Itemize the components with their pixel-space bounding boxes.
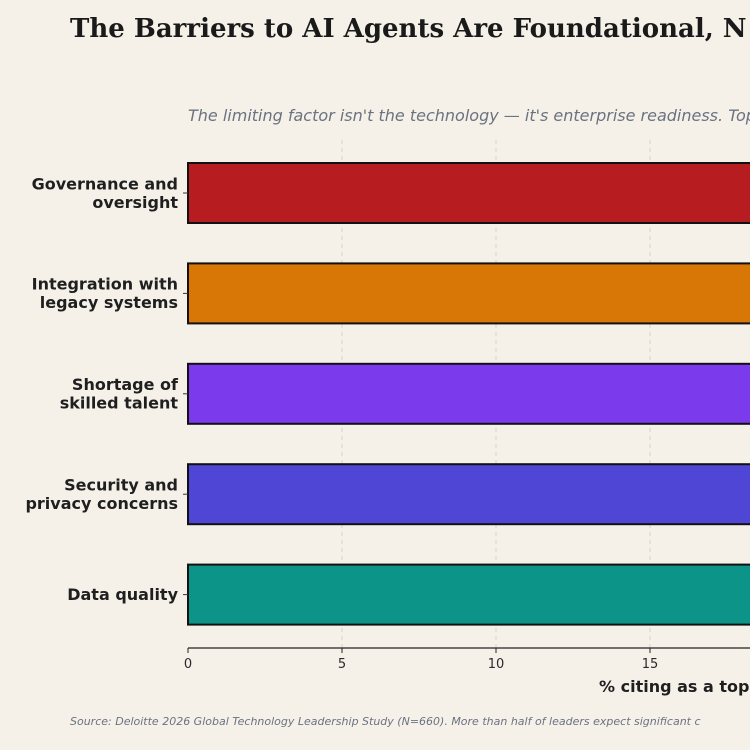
x-tick-label: 0 [184,657,192,672]
chart-subtitle: The limiting factor isn't the technology… [188,106,750,125]
category-label: Governance and [32,174,178,193]
x-axis-title: % citing as a top- [599,677,750,696]
bar [187,362,750,425]
category-label: Security and [64,475,178,494]
x-tick-label: 5 [338,657,346,672]
bar [187,162,750,224]
x-tick-label: 15 [642,657,659,672]
bar [187,262,750,325]
chart-title: The Barriers to AI Agents Are Foundation… [70,14,747,44]
category-label: Shortage of [72,375,179,394]
bar [187,563,750,626]
category-label: oversight [92,193,178,212]
category-label: Integration with [32,275,178,294]
category-label: skilled talent [60,394,179,413]
source-note: Source: Deloitte 2026 Global Technology … [70,715,701,728]
category-label: Data quality [67,585,178,604]
category-label: legacy systems [40,293,178,312]
category-label: privacy concerns [25,494,178,513]
bar [187,463,750,526]
x-tick-label: 10 [488,657,505,672]
